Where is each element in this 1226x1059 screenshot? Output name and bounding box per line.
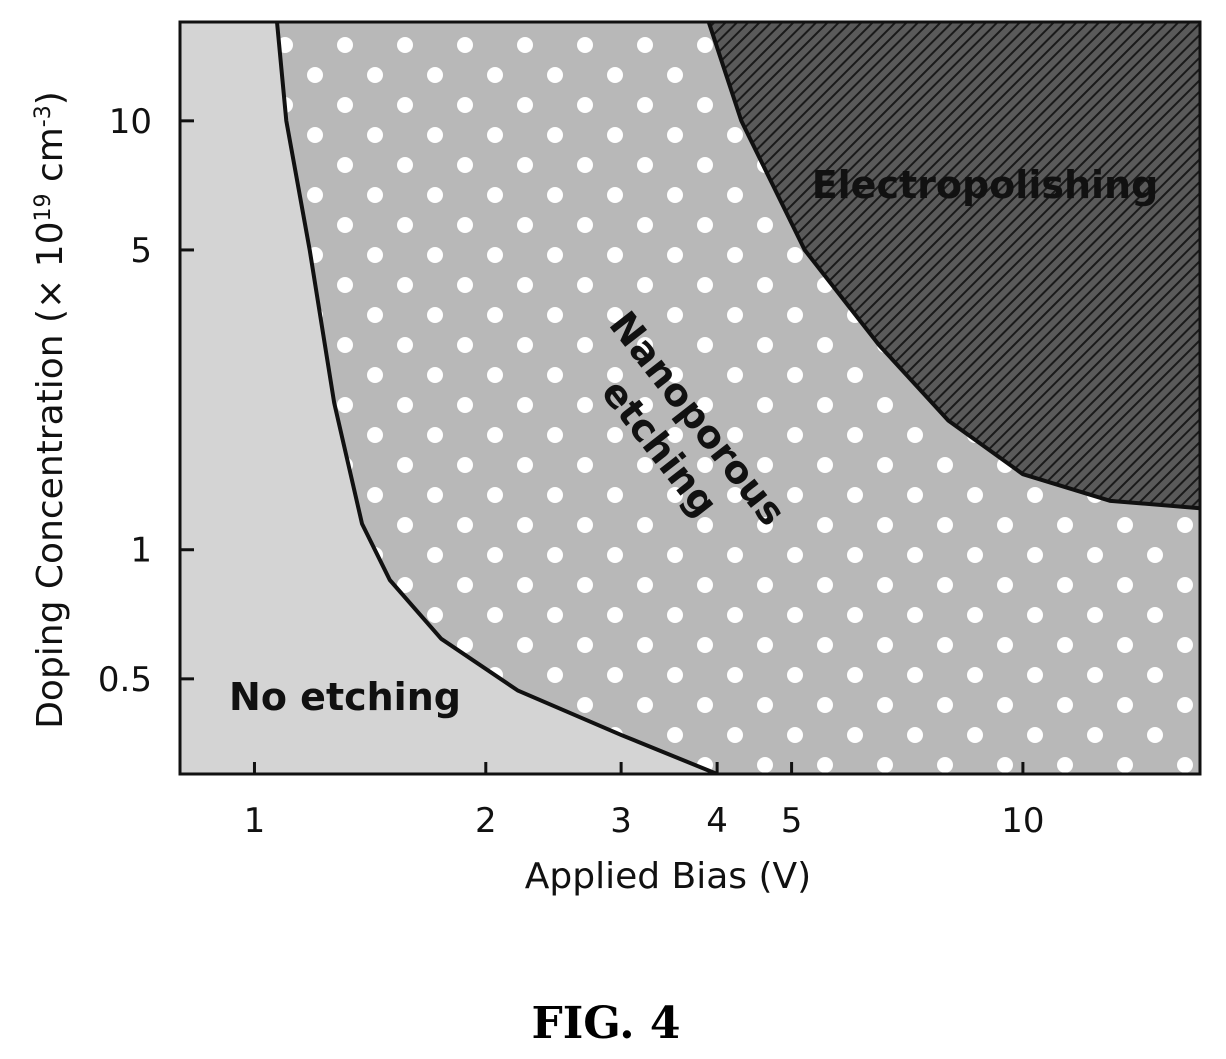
y-axis-ticks: 0.5 1 5 10 (98, 102, 194, 700)
boundary-line-2 (706, 22, 1200, 511)
y-axis-title-exp2: -3 (31, 105, 56, 127)
y-axis-title-main: Doping Concentration (× 10 (30, 222, 71, 729)
y-axis-title-end: ) (30, 91, 71, 105)
y-tick-label: 0.5 (98, 660, 152, 700)
y-tick-label: 10 (109, 102, 152, 142)
boundaries-layer (275, 22, 1200, 774)
x-axis-ticks: 1 2 3 4 5 10 (244, 762, 1045, 841)
y-axis-title-exp1: 19 (31, 194, 56, 222)
boundary-line-1 (275, 22, 718, 774)
x-tick-label: 4 (706, 801, 728, 841)
figure-caption: FIG. 4 (531, 998, 680, 1049)
regions-layer (180, 22, 1200, 774)
y-axis-title-unit: cm (30, 127, 71, 193)
x-tick-label: 1 (244, 801, 266, 841)
x-tick-label: 5 (781, 801, 803, 841)
x-tick-label: 2 (475, 801, 497, 841)
y-axis-title: Doping Concentration (× 1019 cm-3) (30, 91, 71, 729)
region-label-electropolishing: Electropolishing (812, 163, 1159, 207)
region-label-no-etching: No etching (229, 675, 461, 719)
y-tick-label: 1 (130, 531, 152, 571)
region-electropolishing (708, 22, 1200, 509)
y-tick-label: 5 (130, 231, 152, 271)
x-axis-title: Applied Bias (V) (525, 856, 811, 897)
plot-frame (178, 20, 1202, 776)
x-tick-label: 3 (610, 801, 632, 841)
x-tick-label: 10 (1001, 801, 1044, 841)
